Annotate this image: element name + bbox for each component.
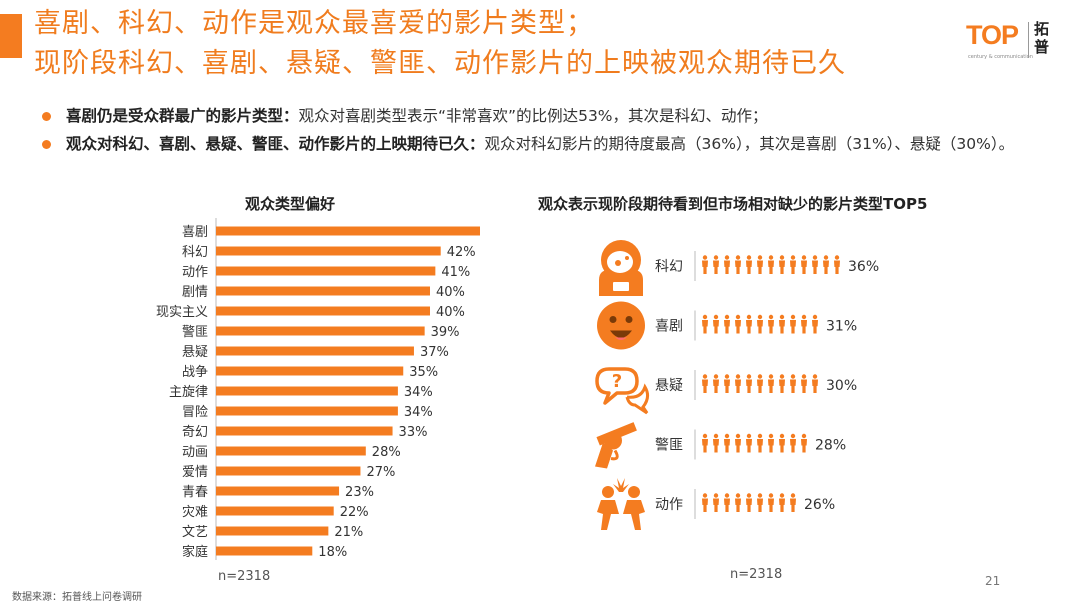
bar-category-label: 家庭	[182, 544, 208, 560]
bullet-item: 观众对科幻、喜剧、悬疑、警匪、动作影片的上映期待已久：观众对科幻影片的期待度最高…	[38, 132, 1048, 156]
bar-value-label: 42%	[447, 245, 476, 260]
bar	[216, 546, 313, 556]
revolver-icon	[595, 422, 637, 469]
bar	[216, 446, 366, 456]
astronaut-icon	[599, 240, 643, 296]
pictograph-category-label: 动作	[655, 497, 683, 513]
bar-value-label: 28%	[372, 445, 401, 460]
smiley-face-icon	[597, 301, 645, 350]
top5-chart-title: 观众表示现阶段期待看到但市场相对缺少的影片类型TOP5	[538, 195, 928, 213]
pictograph-category-label: 警匪	[655, 438, 683, 454]
pictograph-bar	[702, 374, 818, 393]
bar-value-label: 34%	[404, 385, 433, 400]
bar-category-label: 警匪	[182, 324, 208, 340]
bullet-heading: 观众对科幻、喜剧、悬疑、警匪、动作影片的上映期待已久：	[66, 135, 485, 153]
pictograph-bar	[702, 255, 840, 274]
pictograph-bar	[702, 433, 807, 453]
bar-value-label: 40%	[436, 305, 465, 320]
bar	[216, 386, 398, 396]
bar-category-label: 冒险	[182, 405, 208, 420]
summary-bullets: 喜剧仍是受众群最广的影片类型：观众对喜剧类型表示“非常喜欢”的比例达53%，其次…	[38, 104, 1048, 160]
genre-preference-bar-chart: 喜剧53%科幻42%动作41%剧情40%现实主义40%警匪39%悬疑37%战争3…	[156, 218, 480, 560]
bar	[216, 506, 334, 516]
bar	[216, 326, 425, 336]
bar-value-label: 35%	[409, 365, 438, 380]
bar-category-label: 主旋律	[169, 385, 208, 400]
bar-category-label: 现实主义	[156, 305, 208, 320]
bar-category-label: 爱情	[182, 465, 208, 480]
question-bubble-icon: ?	[595, 367, 650, 415]
bullet-dot-icon	[42, 140, 51, 149]
bar-category-label: 悬疑	[182, 344, 208, 360]
bar	[216, 366, 404, 376]
page-title-line1: 喜剧、科幻、动作是观众最喜爱的影片类型；	[34, 8, 594, 39]
logo-cn-text: 拓普	[1034, 20, 1050, 56]
bar	[216, 266, 436, 276]
logo-text: TOP	[966, 20, 1019, 50]
top5-pictograph-chart: 科幻 36% 喜剧 31%? 悬疑 30% 警匪 28% 动作 26%	[595, 240, 879, 530]
bar	[216, 426, 393, 436]
bar-value-label: 34%	[404, 405, 433, 420]
fighting-figures-icon	[597, 478, 645, 530]
bar-category-label: 文艺	[182, 525, 208, 540]
bar-value-label: 27%	[366, 465, 395, 480]
bar-value-label: 33%	[399, 425, 428, 440]
bar-category-label: 喜剧	[182, 225, 208, 240]
bar-value-label: 37%	[420, 345, 449, 360]
bar	[216, 466, 361, 476]
svg-text:?: ?	[612, 371, 622, 392]
bar	[216, 306, 430, 316]
pictograph-value-label: 36%	[848, 259, 879, 275]
pictograph-bar	[702, 314, 818, 334]
bar	[216, 346, 414, 356]
bar-category-label: 战争	[182, 365, 208, 380]
logo-divider	[1028, 22, 1029, 58]
bar-value-label: 41%	[441, 265, 470, 280]
logo-subtext: century & communication	[968, 54, 1033, 60]
bar-category-label: 奇幻	[182, 424, 208, 440]
bar-category-label: 剧情	[182, 285, 208, 300]
bar	[216, 246, 441, 256]
bar-category-label: 灾难	[182, 504, 208, 520]
bar-chart-sample-size: n=2318	[218, 569, 271, 584]
bar	[216, 286, 430, 296]
page-number: 21	[985, 574, 1001, 588]
pictograph-category-label: 悬疑	[655, 378, 683, 394]
bar	[216, 406, 398, 416]
bar-category-label: 科幻	[182, 245, 208, 260]
bullet-item: 喜剧仍是受众群最广的影片类型：观众对喜剧类型表示“非常喜欢”的比例达53%，其次…	[38, 104, 1048, 128]
data-source-note: 数据来源：拓普线上问卷调研	[12, 592, 142, 603]
bar-category-label: 青春	[182, 485, 208, 500]
pictograph-sample-size: n=2318	[730, 567, 783, 582]
bar-value-label: 23%	[345, 485, 374, 500]
bar	[216, 526, 329, 536]
bar-value-label: 18%	[318, 545, 347, 560]
pictograph-value-label: 30%	[826, 378, 857, 394]
bullet-heading: 喜剧仍是受众群最广的影片类型：	[66, 107, 299, 125]
bar-value-label: 39%	[431, 325, 460, 340]
bar	[216, 226, 480, 236]
pictograph-value-label: 28%	[815, 438, 846, 454]
bullet-text: 观众对科幻影片的期待度最高（36%），其次是喜剧（31%）、悬疑（30%）。	[484, 135, 1015, 153]
bar-category-label: 动作	[182, 265, 208, 280]
pictograph-bar	[702, 493, 796, 512]
genre-preference-chart-title: 观众类型偏好	[245, 195, 336, 213]
pictograph-value-label: 31%	[826, 319, 857, 335]
company-logo: TOP century & communication 拓普	[966, 18, 1066, 64]
pictograph-value-label: 26%	[804, 497, 835, 513]
bullet-text: 观众对喜剧类型表示“非常喜欢”的比例达53%，其次是科幻、动作；	[298, 107, 768, 125]
bar-value-label: 21%	[334, 525, 363, 540]
bar	[216, 486, 340, 496]
bullet-dot-icon	[42, 112, 51, 121]
bar-category-label: 动画	[182, 445, 208, 460]
page-title-line2: 现阶段科幻、喜剧、悬疑、警匪、动作影片的上映被观众期待已久	[34, 48, 846, 79]
bar-value-label: 22%	[340, 505, 369, 520]
pictograph-category-label: 科幻	[655, 259, 683, 275]
pictograph-category-label: 喜剧	[655, 319, 683, 335]
bar-value-label: 40%	[436, 285, 465, 300]
title-accent-bar	[0, 14, 22, 58]
